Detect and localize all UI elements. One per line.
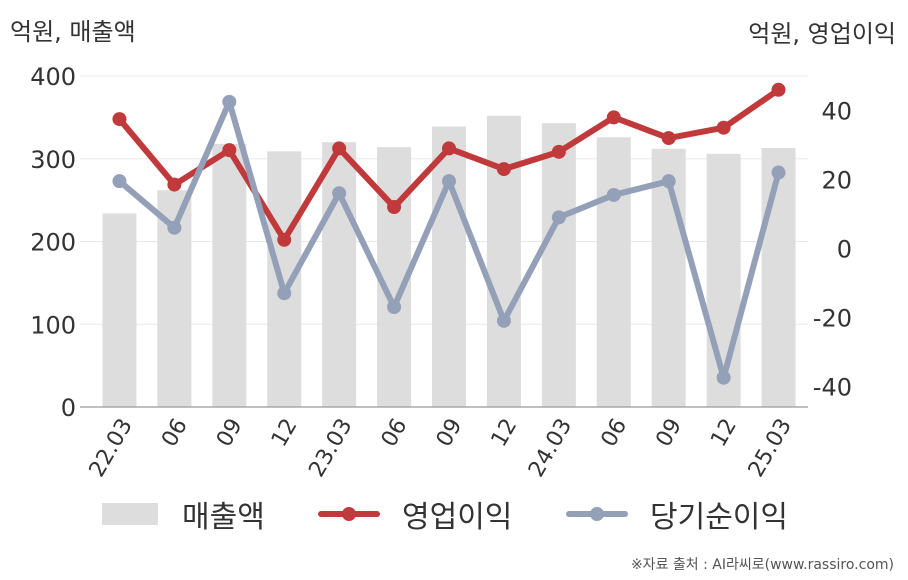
operating-profit-point	[661, 131, 676, 146]
operating-profit-point	[387, 200, 402, 215]
net-income-point	[387, 300, 402, 315]
net-income-point	[496, 313, 511, 328]
legend-swatch-operating-profit	[318, 503, 380, 525]
x-axis-tick-label: 09	[432, 415, 468, 452]
net-income-point	[112, 174, 127, 189]
legend-label-net-income: 당기순이익	[650, 500, 788, 535]
right-axis-tick-label: -20	[813, 304, 852, 332]
operating-profit-point	[112, 112, 127, 127]
net-income-point	[332, 186, 347, 201]
x-axis-tick-label: 25.03	[744, 415, 797, 482]
revenue-bars	[102, 115, 796, 408]
legend-swatch-net-income	[566, 503, 628, 525]
left-axis-tick-label: 100	[30, 311, 76, 339]
net-income-point	[716, 370, 731, 385]
operating-profit-point	[716, 120, 731, 135]
revenue-bar	[322, 142, 357, 407]
legend-label-revenue: 매출액	[182, 500, 265, 535]
operating-profit-point	[771, 82, 786, 97]
revenue-bar	[706, 153, 741, 407]
left-axis-unit: 억원, 매출액	[10, 18, 136, 46]
revenue-bar	[432, 126, 466, 407]
x-axis-tick-label: 12	[487, 415, 523, 452]
right-axis-tick-label: 40	[821, 97, 852, 125]
net-income-point	[222, 94, 237, 109]
revenue-bar	[486, 115, 521, 407]
net-income-point	[442, 174, 456, 189]
net-income-point	[277, 286, 292, 301]
left-axis-tick-label: 200	[30, 229, 76, 257]
operating-profit-point	[606, 110, 621, 125]
x-axis-tick-label: 09	[212, 415, 248, 452]
operating-profit-point	[277, 232, 292, 247]
x-axis-tick-label: 06	[597, 415, 633, 452]
revenue-bar	[267, 151, 302, 407]
x-axis-tick-label: 24.03	[524, 415, 577, 482]
legend-item-revenue: 매출액	[102, 492, 265, 536]
x-axis-tick-label: 22.03	[85, 415, 138, 482]
profit-lines	[112, 82, 786, 385]
legend-item-operating-profit: 영업이익	[318, 492, 512, 536]
revenue-bar	[541, 123, 576, 407]
net-income-point	[606, 187, 621, 202]
legend-item-net-income: 당기순이익	[566, 492, 788, 536]
x-axis-tick-label: 12	[706, 415, 742, 452]
revenue-bar	[761, 147, 796, 407]
net-income-point	[551, 210, 566, 225]
operating-profit-point	[167, 177, 182, 192]
revenue-bar	[596, 137, 631, 408]
legend-label-operating-profit: 영업이익	[402, 500, 513, 535]
x-axis-tick-label: 12	[267, 415, 303, 452]
legend-swatch-revenue	[102, 503, 158, 525]
revenue-bar	[212, 143, 247, 408]
x-axis-tick-label: 09	[651, 415, 687, 452]
operating-profit-point	[332, 141, 347, 156]
net-income-point	[661, 174, 676, 189]
right-axis-tick-label: -40	[813, 373, 852, 401]
right-axis-unit: 억원, 영업이익	[748, 20, 896, 48]
x-axis-tick-label: 06	[377, 415, 413, 452]
x-axis-tick-label: 23.03	[304, 415, 357, 482]
source-note: ※자료 출처 : AI라씨로(www.rassiro.com)	[630, 557, 894, 573]
left-axis-tick-label: 0	[61, 394, 76, 422]
net-income-point	[771, 165, 786, 180]
operating-profit-point	[496, 162, 511, 177]
left-axis-tick-label: 400	[30, 63, 76, 91]
operating-profit-point	[222, 143, 237, 158]
revenue-bar	[102, 213, 137, 407]
operating-profit-point	[442, 141, 456, 156]
right-axis-tick-label: 20	[821, 166, 852, 194]
operating-profit-point	[551, 144, 566, 159]
left-axis-tick-label: 300	[30, 146, 76, 174]
net-income-point	[167, 220, 182, 235]
x-axis-tick-label: 06	[157, 415, 193, 452]
right-axis-tick-label: 0	[837, 235, 852, 263]
